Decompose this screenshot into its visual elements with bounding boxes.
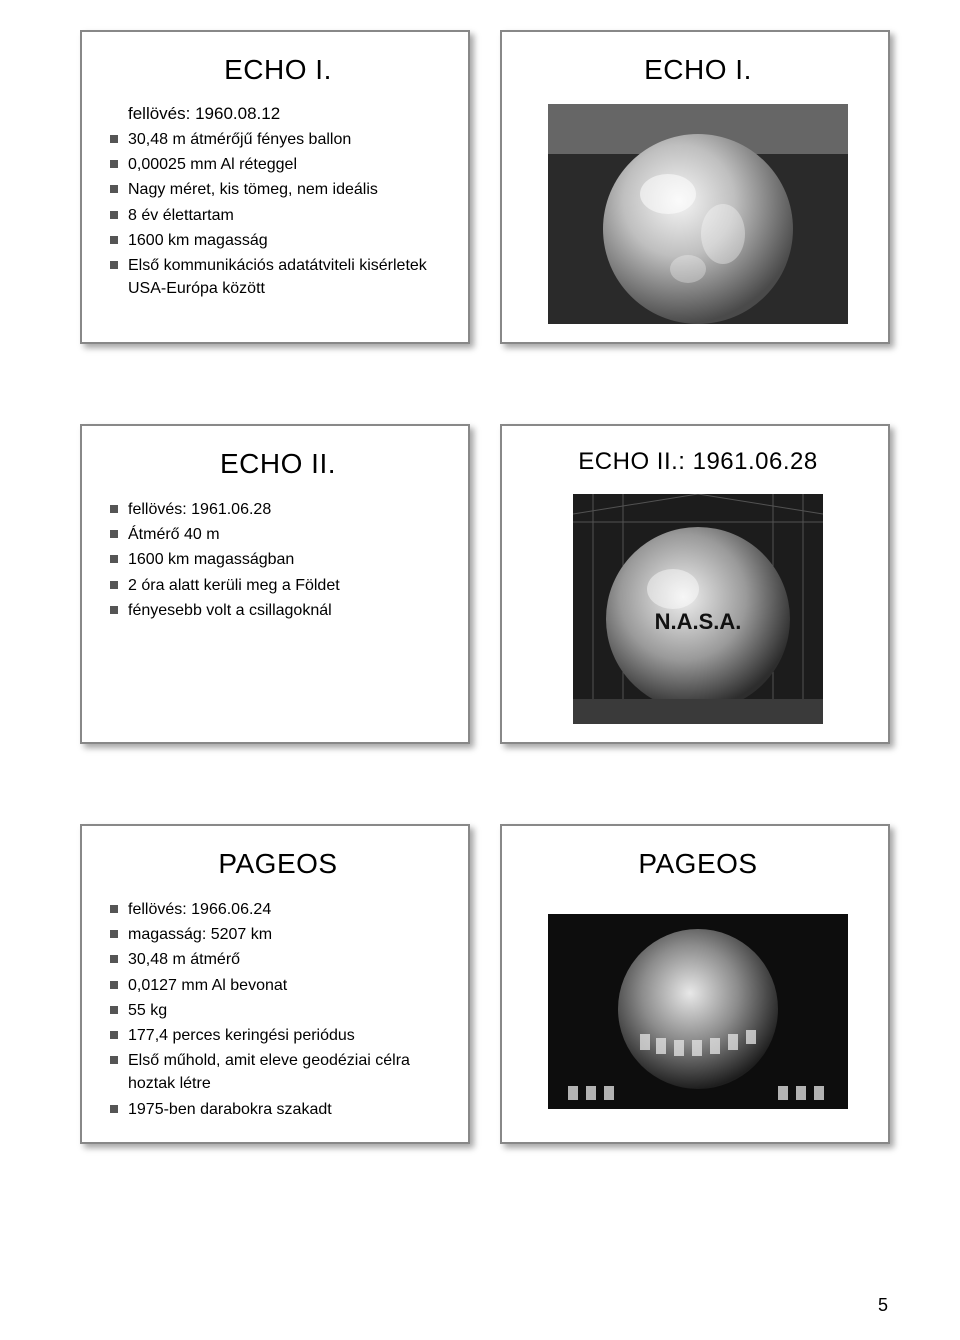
balloon-image-placeholder: N.A.S.A. [573,494,823,724]
balloon-image-placeholder [548,914,848,1109]
card-title: ECHO I. [644,54,752,86]
list-item: 1600 km magasságban [110,548,446,571]
launch-line: fellövés: 1960.08.12 [110,104,446,124]
list-item: fellövés: 1961.06.28 [110,498,446,521]
echo1-photo [530,104,866,324]
card-echo2-image: ECHO II.: 1961.06.28 [500,424,890,744]
card-title: PAGEOS [638,848,757,880]
row-echo2: ECHO II. fellövés: 1961.06.28 Átmérő 40 … [80,424,890,744]
bullet-list: 30,48 m átmérőjű fényes ballon 0,00025 m… [110,128,446,300]
list-item: fényesebb volt a csillagoknál [110,599,446,622]
list-item: 30,48 m átmérő [110,948,446,971]
card-pageos-image: PAGEOS [500,824,890,1144]
list-item: Átmérő 40 m [110,523,446,546]
list-item: Nagy méret, kis tömeg, nem ideális [110,178,446,201]
list-item: 8 év élettartam [110,204,446,227]
card-echo1-image: ECHO I. [500,30,890,344]
list-item: fellövés: 1966.06.24 [110,898,446,921]
card-echo1-text: ECHO I. fellövés: 1960.08.12 30,48 m átm… [80,30,470,344]
bullet-list: fellövés: 1966.06.24 magasság: 5207 km 3… [110,898,446,1121]
card-title: ECHO II.: 1961.06.28 [578,448,817,476]
page-number: 5 [878,1295,888,1316]
nasa-label: N.A.S.A. [655,609,742,634]
bullet-list: fellövés: 1961.06.28 Átmérő 40 m 1600 km… [110,498,446,622]
balloon-image-placeholder [548,104,848,324]
card-title: PAGEOS [110,848,446,880]
list-item: 1975-ben darabokra szakadt [110,1098,446,1121]
list-item: 0,00025 mm Al réteggel [110,153,446,176]
list-item: 2 óra alatt kerüli meg a Földet [110,574,446,597]
card-title: ECHO II. [110,448,446,480]
echo2-photo: N.A.S.A. [530,494,866,724]
card-echo2-text: ECHO II. fellövés: 1961.06.28 Átmérő 40 … [80,424,470,744]
row-echo1: ECHO I. fellövés: 1960.08.12 30,48 m átm… [80,30,890,344]
list-item: 55 kg [110,999,446,1022]
pageos-photo [530,898,866,1124]
list-item: 1600 km magasság [110,229,446,252]
list-item: Első műhold, amit eleve geodéziai célra … [110,1049,446,1095]
list-item: 30,48 m átmérőjű fényes ballon [110,128,446,151]
card-pageos-text: PAGEOS fellövés: 1966.06.24 magasság: 52… [80,824,470,1144]
page: ECHO I. fellövés: 1960.08.12 30,48 m átm… [0,0,960,1340]
list-item: 177,4 perces keringési periódus [110,1024,446,1047]
row-pageos: PAGEOS fellövés: 1966.06.24 magasság: 52… [80,824,890,1144]
list-item: 0,0127 mm Al bevonat [110,974,446,997]
list-item: magasság: 5207 km [110,923,446,946]
list-item: Első kommunikációs adatátviteli kisérlet… [110,254,446,300]
card-title: ECHO I. [110,54,446,86]
